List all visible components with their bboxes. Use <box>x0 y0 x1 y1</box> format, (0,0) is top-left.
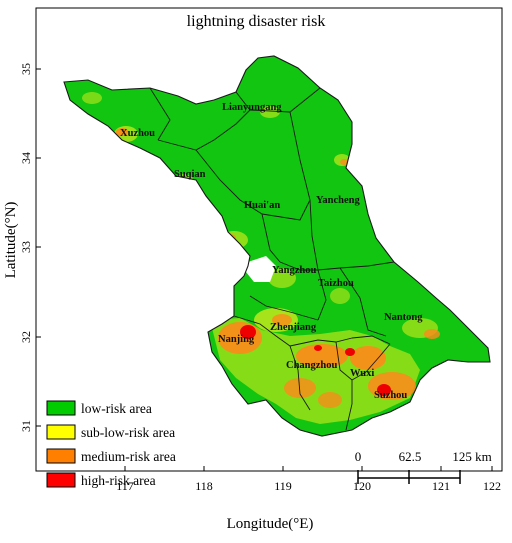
city-label-nantong: Nantong <box>384 312 423 323</box>
city-label-lianyungang: Lianyungang <box>222 102 282 113</box>
medium-risk-patch-changzhou <box>296 344 348 368</box>
medium-risk-patch-nantong <box>424 329 440 339</box>
x-tick-label: 121 <box>432 479 450 493</box>
medium-risk-patch-wuxi <box>350 346 386 370</box>
x-tick-label: 122 <box>483 479 501 493</box>
map-title: lightning disaster risk <box>187 13 326 30</box>
hongze-lake <box>246 256 276 282</box>
city-label-huaian: Huai'an <box>244 200 280 211</box>
scale-label-mid: 62.5 <box>399 449 422 464</box>
x-tick-label: 118 <box>195 479 213 493</box>
legend-label-low: low-risk area <box>81 401 152 416</box>
city-label-yancheng: Yancheng <box>316 195 361 206</box>
city-label-xuzhou: Xuzhou <box>120 128 155 139</box>
legend: low-risk area sub-low-risk area medium-r… <box>46 400 176 488</box>
medium-risk-patch-zhenjiang <box>272 314 292 326</box>
sub-low-risk-patch-yangzhou <box>268 268 296 288</box>
legend-label-high: high-risk area <box>81 473 156 488</box>
y-tick-label: 35 <box>19 63 33 75</box>
high-risk-patch-wuxi <box>345 348 355 356</box>
legend-swatch-low <box>46 400 76 416</box>
legend-swatch-high <box>46 472 76 488</box>
y-tick-label: 34 <box>19 152 33 164</box>
city-boundaries <box>149 87 395 431</box>
legend-swatch-medium <box>46 448 76 464</box>
medium-risk-patch-s <box>284 378 316 398</box>
high-risk-patch-nanjing <box>240 325 256 339</box>
city-label-nanjing: Nanjing <box>218 334 255 345</box>
sub-low-risk-zone-south <box>210 318 420 424</box>
city-label-yangzhou: Yangzhou <box>272 265 317 276</box>
y-tick-label: 31 <box>19 420 33 432</box>
x-tick-label: 117 <box>116 479 134 493</box>
city-label-zhenjiang: Zhenjiang <box>270 322 317 333</box>
scale-label-end: 125 km <box>452 449 491 464</box>
y-tick-label: 33 <box>19 241 33 253</box>
city-label-taizhou: Taizhou <box>318 278 354 289</box>
y-tick-label: 32 <box>19 331 33 343</box>
legend-swatch-sub-low <box>46 424 76 440</box>
city-label-wuxi: Wuxi <box>350 368 374 379</box>
city-label-changzhou: Changzhou <box>286 360 338 371</box>
sub-low-risk-patch-west <box>82 92 102 104</box>
sub-low-risk-patch-lyg <box>260 106 280 118</box>
high-risk-patch-suzhou <box>377 384 391 396</box>
x-tick-label: 120 <box>353 479 371 493</box>
medium-risk-patch-sw <box>318 392 342 408</box>
scale-label-0: 0 <box>355 449 362 464</box>
x-axis-label: Longitude(°E) <box>227 516 314 532</box>
legend-label-medium: medium-risk area <box>81 449 176 464</box>
province-outline <box>63 55 491 437</box>
city-label-suzhou: Suzhou <box>374 390 407 401</box>
y-axis-label: Latitude(°N) <box>3 202 19 279</box>
medium-risk-patch-yancheng <box>340 159 348 165</box>
legend-label-sub-low: sub-low-risk area <box>81 425 175 440</box>
x-tick-label: 119 <box>274 479 292 493</box>
sub-low-risk-patch-taizhou <box>330 288 350 304</box>
medium-risk-patch-xuzhou <box>116 128 128 136</box>
high-risk-patch-changzhou <box>314 345 322 351</box>
city-label-suqian: Suqian <box>174 169 206 180</box>
scale-bar: 0 62.5 125 km <box>355 449 492 484</box>
